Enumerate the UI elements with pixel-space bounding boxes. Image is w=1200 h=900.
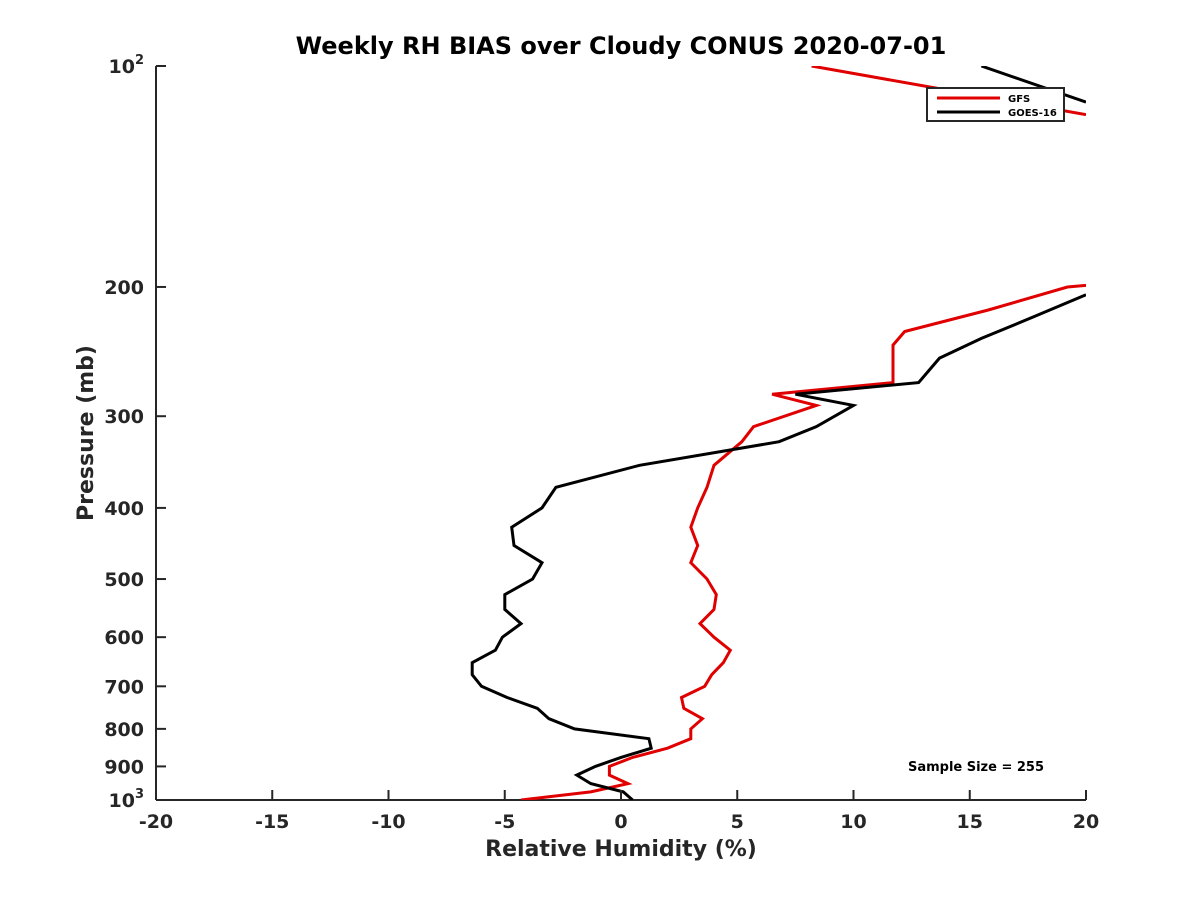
- axis-ticks: -20 -15 -10 -5 0 5 10 15 20 102 200 300 400 500 600 700…: [104, 53, 1099, 833]
- y-tick-label: 300: [104, 406, 144, 428]
- chart-title: Weekly RH BIAS over Cloudy CONUS 2020-07…: [296, 32, 947, 60]
- x-tick-label: 0: [614, 811, 627, 833]
- x-tick-label: 20: [1073, 811, 1099, 833]
- y-tick-label: 103: [109, 787, 145, 812]
- x-tick-label: -5: [494, 811, 515, 833]
- series-line-goes-16: [470, 293, 1086, 800]
- y-tick-label: 200: [104, 277, 144, 299]
- legend-label-gfs: GFS: [1008, 94, 1030, 105]
- sample-size-annotation: Sample Size = 255: [908, 760, 1044, 775]
- series-lines: [470, 66, 1086, 800]
- x-tick-label: 10: [840, 811, 866, 833]
- y-tick-label: 900: [104, 756, 144, 778]
- legend-label-goes-16: GOES-16: [1008, 108, 1057, 119]
- x-tick-label: -10: [371, 811, 405, 833]
- series-line-upper-goes-16: [980, 66, 1086, 104]
- axes: [155, 66, 1086, 801]
- y-tick-label: 700: [104, 676, 144, 698]
- y-tick-label: 600: [104, 627, 144, 649]
- x-tick-label: -15: [255, 811, 289, 833]
- y-tick-label: 102: [109, 53, 145, 78]
- legend: GFS GOES-16: [926, 87, 1065, 122]
- series-line-gfs: [520, 283, 1086, 800]
- x-tick-label: 15: [957, 811, 983, 833]
- x-tick-label: -20: [139, 811, 173, 833]
- y-tick-label: 800: [104, 719, 144, 741]
- legend-box: [926, 87, 1065, 122]
- x-axis-label: Relative Humidity (%): [485, 837, 757, 862]
- x-tick-label: 5: [731, 811, 744, 833]
- y-tick-label: 400: [104, 498, 144, 520]
- y-tick-label: 500: [104, 569, 144, 591]
- y-axis-label: Pressure (mb): [74, 345, 99, 521]
